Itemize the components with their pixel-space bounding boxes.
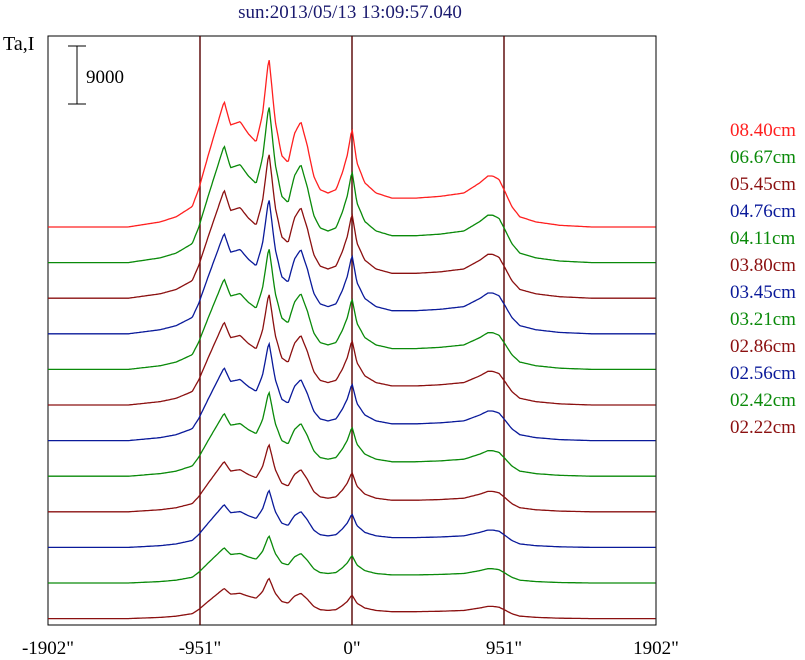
scale-bar-label: 9000 [86,67,124,88]
scale-bar: 9000 [68,45,124,105]
y-axis-label: Ta,I [3,33,34,55]
legend-entry: 02.86cm [730,336,796,357]
series-line [48,535,656,584]
series-line [48,489,656,549]
legend-entry: 03.21cm [730,309,796,330]
x-tick-label: -951" [179,638,222,659]
series-line [48,249,656,371]
legend: 08.40cm 06.67cm 05.45cm 04.76cm 04.11cm 03.80… [730,120,796,438]
limb-marker-lines [199,36,505,625]
series-line [48,200,656,335]
legend-entry: 02.42cm [730,390,796,411]
legend-entry: 03.80cm [730,255,796,276]
legend-entry: 04.11cm [730,228,795,249]
legend-entry: 03.45cm [730,282,796,303]
series-line [48,577,656,620]
legend-entry: 06.67cm [730,147,796,168]
x-tick-label: -1902" [22,638,74,659]
legend-entry: 02.56cm [730,363,796,384]
legend-entry: 05.45cm [730,174,796,195]
series-line [48,154,656,299]
series-line [48,341,656,442]
x-tick-label: 1902" [633,638,679,659]
series-line [48,107,656,264]
series-lines [48,60,656,620]
legend-entry: 08.40cm [730,120,796,141]
series-line [48,443,656,513]
x-tick-labels: -1902" -951" 0" 951" 1902" [22,638,679,659]
series-line [48,60,656,228]
legend-entry: 02.22cm [730,417,796,438]
series-line [48,294,656,406]
x-tick-label: 0" [343,638,360,659]
chart-title: sun:2013/05/13 13:09:57.040 [238,2,462,23]
series-line [48,390,656,477]
legend-entry: 04.76cm [730,201,796,222]
x-tick-label: 951" [486,638,522,659]
